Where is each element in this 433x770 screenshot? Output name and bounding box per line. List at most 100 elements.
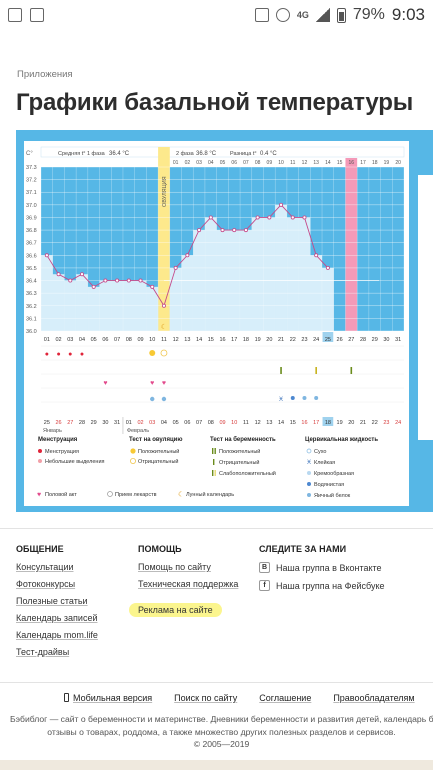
temperature-fill bbox=[87, 286, 100, 331]
test-icon bbox=[212, 470, 214, 476]
date-label: 22 bbox=[372, 420, 378, 426]
footer-link-momlife[interactable]: Календарь mom.life bbox=[16, 630, 98, 640]
clock: 9:03 bbox=[391, 5, 425, 24]
footer-link-consultations[interactable]: Консультации bbox=[16, 562, 74, 572]
chart-header bbox=[40, 146, 405, 158]
heart-icon: ♥ bbox=[37, 492, 41, 499]
current-day-highlight bbox=[322, 332, 334, 342]
temperature-fill bbox=[169, 267, 182, 331]
temperature-point bbox=[126, 278, 131, 283]
drop-icon bbox=[38, 459, 42, 463]
facebook-label: Наша группа на Фейсбуке bbox=[276, 580, 385, 591]
mobile-version-link[interactable]: Мобильная версия bbox=[64, 693, 152, 703]
rights-holders-link[interactable]: Правообладателям bbox=[333, 693, 415, 703]
footer-link-test-drives[interactable]: Тест-драйвы bbox=[16, 647, 70, 657]
date-label: 23 bbox=[383, 420, 389, 426]
temperature-point bbox=[197, 228, 202, 233]
legend-lunar: Лунный календарь bbox=[186, 491, 234, 498]
temperature-fill bbox=[286, 217, 299, 331]
date-label: 12 bbox=[255, 420, 261, 426]
y-tick-label: 36.6 bbox=[26, 253, 37, 259]
top-day-label: 12 bbox=[302, 160, 308, 166]
date-label: 02 bbox=[137, 420, 143, 426]
ovulation-test-icon bbox=[130, 457, 137, 464]
top-day-label: 08 bbox=[255, 160, 261, 166]
ovulation-column bbox=[158, 147, 170, 334]
y-tick-label: 36.1 bbox=[26, 316, 37, 322]
sticky-icon: Ӿ bbox=[279, 397, 283, 403]
facebook-link[interactable]: f Наша группа на Фейсбуке bbox=[259, 580, 385, 591]
date-label: 19 bbox=[337, 420, 343, 426]
agreement-link[interactable]: Соглашение bbox=[259, 693, 312, 703]
footer-link-record-calendar[interactable]: Календарь записей bbox=[16, 613, 98, 623]
legend-title-ovulation: Тест на овуляцию bbox=[129, 437, 182, 443]
footer-link-support[interactable]: Техническая поддержка bbox=[138, 579, 239, 589]
legend-title-menstruation: Менструация bbox=[38, 437, 78, 443]
temperature-point bbox=[208, 215, 213, 220]
y-tick-label: 36.0 bbox=[26, 329, 37, 335]
y-tick-label: 36.7 bbox=[26, 241, 37, 247]
date-label: 04 bbox=[161, 420, 167, 426]
date-label: 17 bbox=[313, 420, 319, 426]
battery-icon bbox=[336, 7, 346, 23]
top-day-label: 01 bbox=[173, 160, 179, 166]
footer-col-community: ОБЩЕНИЕ Консультации Фотоконкурсы Полезн… bbox=[16, 544, 98, 664]
temperature-point bbox=[161, 303, 166, 308]
bottom-day-label: 20 bbox=[266, 337, 272, 343]
y-tick-label: 36.8 bbox=[26, 228, 37, 234]
breadcrumb[interactable]: Приложения bbox=[17, 69, 73, 80]
dry-icon bbox=[306, 448, 312, 454]
bottom-day-label: 19 bbox=[255, 337, 261, 343]
date-label: 05 bbox=[173, 420, 179, 426]
bottom-day-label: 04 bbox=[79, 337, 85, 343]
date-label: 14 bbox=[278, 420, 284, 426]
temperature-point bbox=[115, 278, 120, 283]
site-search-link[interactable]: Поиск по сайту bbox=[174, 693, 238, 703]
menstruation-drop-icon: ● bbox=[45, 351, 49, 358]
alarm-icon bbox=[275, 8, 290, 22]
date-label: 11 bbox=[243, 420, 249, 426]
battery-percent: 79% bbox=[352, 6, 385, 23]
bbt-chart-card: C° Средняя t° 1 фаза 36.4 °C 2 фаза 36.8 °C Р… bbox=[24, 141, 409, 506]
bottom-day-label: 26 bbox=[337, 337, 343, 343]
temperature-point bbox=[279, 202, 284, 207]
top-day-row bbox=[41, 158, 404, 167]
top-day-label: 20 bbox=[395, 160, 401, 166]
temperature-fill bbox=[263, 217, 276, 331]
temperature-point bbox=[290, 215, 295, 220]
legend-cervical-item: Сухо bbox=[314, 449, 326, 455]
y-tick-label: 36.2 bbox=[26, 304, 37, 310]
menstruation-drop-icon: ● bbox=[80, 351, 84, 358]
phase2-label: 2 фаза bbox=[176, 151, 195, 157]
bottom-day-label: 03 bbox=[67, 337, 73, 343]
vk-link[interactable]: B Наша группа в Вконтакте bbox=[259, 562, 385, 573]
bbt-chart[interactable]: C° Средняя t° 1 фаза 36.4 °C 2 фаза 36.8 °C Р… bbox=[24, 141, 409, 506]
legend-cervical-item: Водянистая bbox=[314, 482, 344, 488]
legend-pregnancy-negative: Отрицательный bbox=[219, 459, 260, 466]
date-label: 13 bbox=[266, 420, 272, 426]
top-day-label: 15 bbox=[337, 160, 343, 166]
bottom-day-label: 18 bbox=[243, 337, 249, 343]
temperature-point bbox=[302, 215, 307, 220]
legend-title-pregnancy: Тест на беременность bbox=[210, 436, 276, 443]
side-panel[interactable] bbox=[411, 130, 433, 512]
temperature-fill bbox=[146, 286, 159, 331]
date-label: 18 bbox=[325, 420, 331, 426]
footer-link-advertising[interactable]: Реклама на сайте bbox=[129, 603, 222, 617]
signal-icon bbox=[315, 8, 330, 22]
test-icon bbox=[212, 448, 214, 454]
vk-icon: B bbox=[259, 562, 270, 573]
test-icon bbox=[214, 448, 216, 454]
footer-link-photo-contests[interactable]: Фотоконкурсы bbox=[16, 579, 76, 589]
footer-link-site-help[interactable]: Помощь по сайту bbox=[138, 562, 211, 572]
legend-ovulation-negative: Отрицательный bbox=[138, 458, 179, 465]
sex-heart-icon: ♥ bbox=[162, 380, 166, 387]
footer-link-articles[interactable]: Полезные статьи bbox=[16, 596, 88, 606]
bottom-day-label: 14 bbox=[196, 337, 202, 343]
date-label: 03 bbox=[149, 420, 155, 426]
temperature-point bbox=[150, 284, 155, 289]
phase2-value: 36.8 °C bbox=[196, 151, 217, 157]
bottom-day-label: 27 bbox=[348, 337, 354, 343]
date-label: 30 bbox=[102, 420, 108, 426]
creamy-icon bbox=[307, 471, 311, 475]
